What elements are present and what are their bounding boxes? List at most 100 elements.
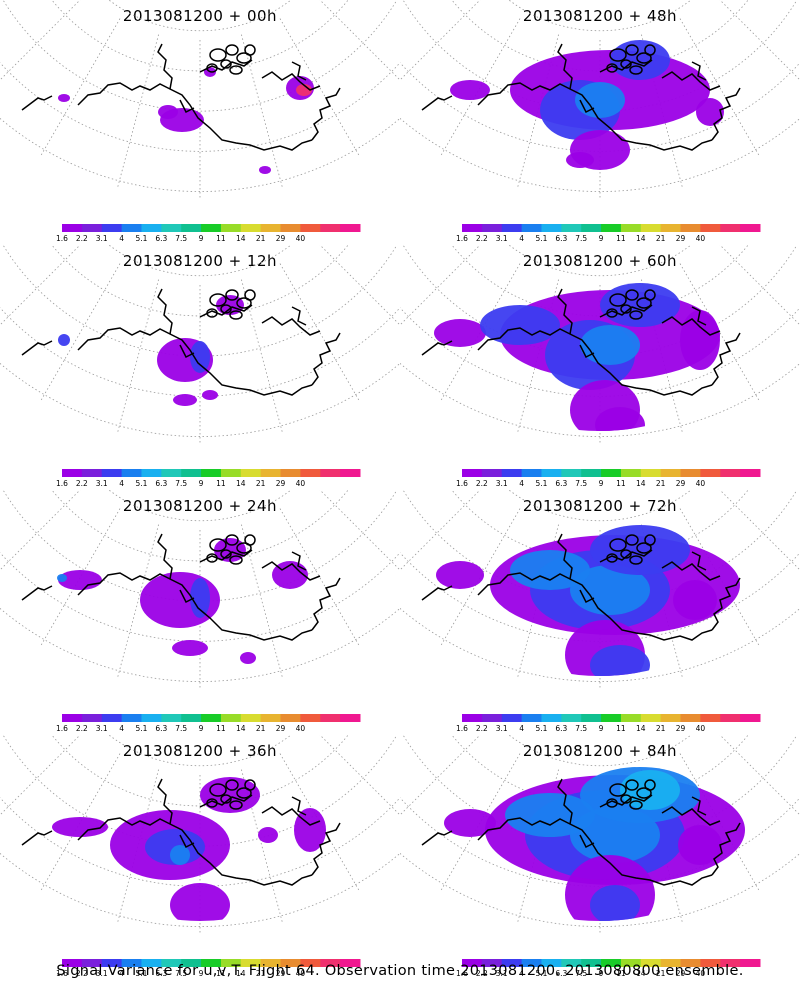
colorbar-tick-label: 2.2 — [476, 234, 488, 243]
colorbar-swatch — [201, 714, 222, 722]
forecast-map-panel: 1.6 2.2 3.1 4 5.1 6.3 7.5 9 11 14 21 29 40 — [0, 735, 400, 978]
colorbar-tick-label: 14 — [236, 234, 246, 243]
colorbar-tick-label: 3.1 — [96, 234, 108, 243]
colorbar-tick-label: 9 — [199, 724, 204, 733]
colorbar-swatch — [81, 469, 103, 477]
colorbar-swatch — [161, 959, 182, 967]
colorbar-tick-label: 40 — [296, 724, 306, 733]
colorbar-swatch — [620, 224, 642, 232]
colorbar-tick-label: 2.2 — [76, 969, 88, 978]
figure-caption: Signal Variance for u,v,T. Flight 64. Ob… — [56, 963, 744, 979]
colorbar-swatch — [280, 714, 301, 722]
colorbar-swatch — [300, 224, 321, 232]
colorbar-swatch — [561, 714, 582, 722]
colorbar-swatch — [201, 224, 222, 232]
colorbar-swatch — [101, 469, 123, 477]
colorbar-tick-label: 3.1 — [496, 724, 508, 733]
colorbar: 1.6 2.2 3.1 4 5.1 6.3 7.5 9 11 14 21 29 40 — [456, 469, 761, 488]
colorbar-tick-label: 1.6 — [456, 969, 468, 978]
colorbar-swatch — [481, 469, 503, 477]
colorbar-tick-label: 7.5 — [175, 969, 187, 978]
colorbar-swatch — [581, 714, 602, 722]
colorbar-tick-label: 2.2 — [476, 724, 488, 733]
colorbar-tick-label: 4 — [519, 724, 524, 733]
colorbar-tick-label: 40 — [696, 969, 706, 978]
colorbar-swatch — [581, 959, 602, 967]
colorbar-swatch — [660, 959, 682, 967]
colorbar-tick-label: 29 — [676, 724, 686, 733]
colorbar-swatch — [640, 469, 662, 477]
colorbar-swatch — [141, 714, 162, 722]
colorbar-tick-label: 29 — [676, 479, 686, 488]
variance-field — [57, 538, 308, 664]
colorbar-swatch — [740, 959, 761, 967]
colorbar-tick-label: 9 — [599, 724, 604, 733]
colorbar-swatch — [240, 224, 262, 232]
colorbar-tick-label: 11 — [616, 479, 626, 488]
colorbar-tick-label: 6.3 — [155, 724, 167, 733]
colorbar-tick-label: 5.1 — [135, 969, 147, 978]
colorbar-swatch — [740, 469, 761, 477]
colorbar-tick-label: 3.1 — [96, 479, 108, 488]
colorbar-swatch — [62, 959, 83, 967]
colorbar-swatch — [300, 714, 321, 722]
colorbar-tick-label: 4 — [119, 724, 124, 733]
colorbar-swatch — [501, 224, 523, 232]
colorbar-tick-label: 2.2 — [76, 724, 88, 733]
colorbar-tick-label: 14 — [636, 479, 646, 488]
colorbar-tick-label: 6.3 — [555, 724, 567, 733]
colorbar-swatch — [700, 714, 721, 722]
colorbar-swatch — [101, 224, 123, 232]
panel-title: 2013081200 + 84h — [522, 742, 678, 760]
colorbar-swatch — [81, 224, 103, 232]
colorbar-tick-label: 40 — [296, 234, 306, 243]
graticule — [0, 735, 400, 935]
colorbar-swatch — [260, 224, 282, 232]
colorbar-swatch — [620, 469, 642, 477]
colorbar-swatch — [181, 224, 202, 232]
colorbar-swatch — [700, 469, 721, 477]
colorbar-swatch — [121, 469, 142, 477]
colorbar-swatch — [220, 959, 242, 967]
colorbar-swatch — [340, 959, 361, 967]
colorbar-swatch — [320, 224, 341, 232]
colorbar-tick-label: 5.1 — [135, 234, 147, 243]
colorbar-tick-label: 29 — [676, 969, 686, 978]
colorbar-swatch — [81, 714, 103, 722]
panel-title: 2013081200 + 36h — [122, 742, 278, 760]
colorbar-tick-label: 14 — [636, 969, 646, 978]
colorbar-swatch — [101, 959, 123, 967]
colorbar-tick-label: 14 — [236, 969, 246, 978]
panel-title: 2013081200 + 60h — [522, 252, 678, 270]
coastline — [421, 43, 741, 151]
colorbar-swatch — [220, 469, 242, 477]
colorbar-swatch — [201, 959, 222, 967]
colorbar-tick-label: 21 — [256, 969, 266, 978]
colorbar-tick-label: 14 — [236, 479, 246, 488]
colorbar-tick-label: 7.5 — [575, 234, 587, 243]
colorbar-tick-label: 3.1 — [496, 234, 508, 243]
colorbar-swatch — [121, 959, 142, 967]
colorbar-tick-label: 11 — [216, 479, 226, 488]
colorbar-swatch — [240, 714, 262, 722]
colorbar-swatch — [740, 714, 761, 722]
colorbar-swatch — [561, 469, 582, 477]
colorbar-tick-label: 4 — [519, 234, 524, 243]
colorbar-tick-label: 9 — [199, 234, 204, 243]
colorbar-swatch — [561, 959, 582, 967]
colorbar-tick-label: 6.3 — [155, 479, 167, 488]
colorbar-tick-label: 21 — [656, 969, 666, 978]
colorbar-swatch — [720, 714, 741, 722]
variance-field — [436, 525, 740, 676]
colorbar-swatch — [561, 224, 582, 232]
colorbar-swatch — [141, 469, 162, 477]
colorbar-tick-label: 4 — [519, 479, 524, 488]
colorbar-tick-label: 6.3 — [555, 479, 567, 488]
colorbar-tick-label: 40 — [696, 479, 706, 488]
colorbar-tick-label: 40 — [296, 969, 306, 978]
colorbar-swatch — [601, 224, 622, 232]
colorbar-tick-label: 21 — [656, 479, 666, 488]
colorbar-tick-label: 40 — [696, 724, 706, 733]
forecast-map-panel: 1.6 2.2 3.1 4 5.1 6.3 7.5 9 11 14 21 29 40 — [400, 0, 800, 243]
colorbar-swatch — [280, 959, 301, 967]
